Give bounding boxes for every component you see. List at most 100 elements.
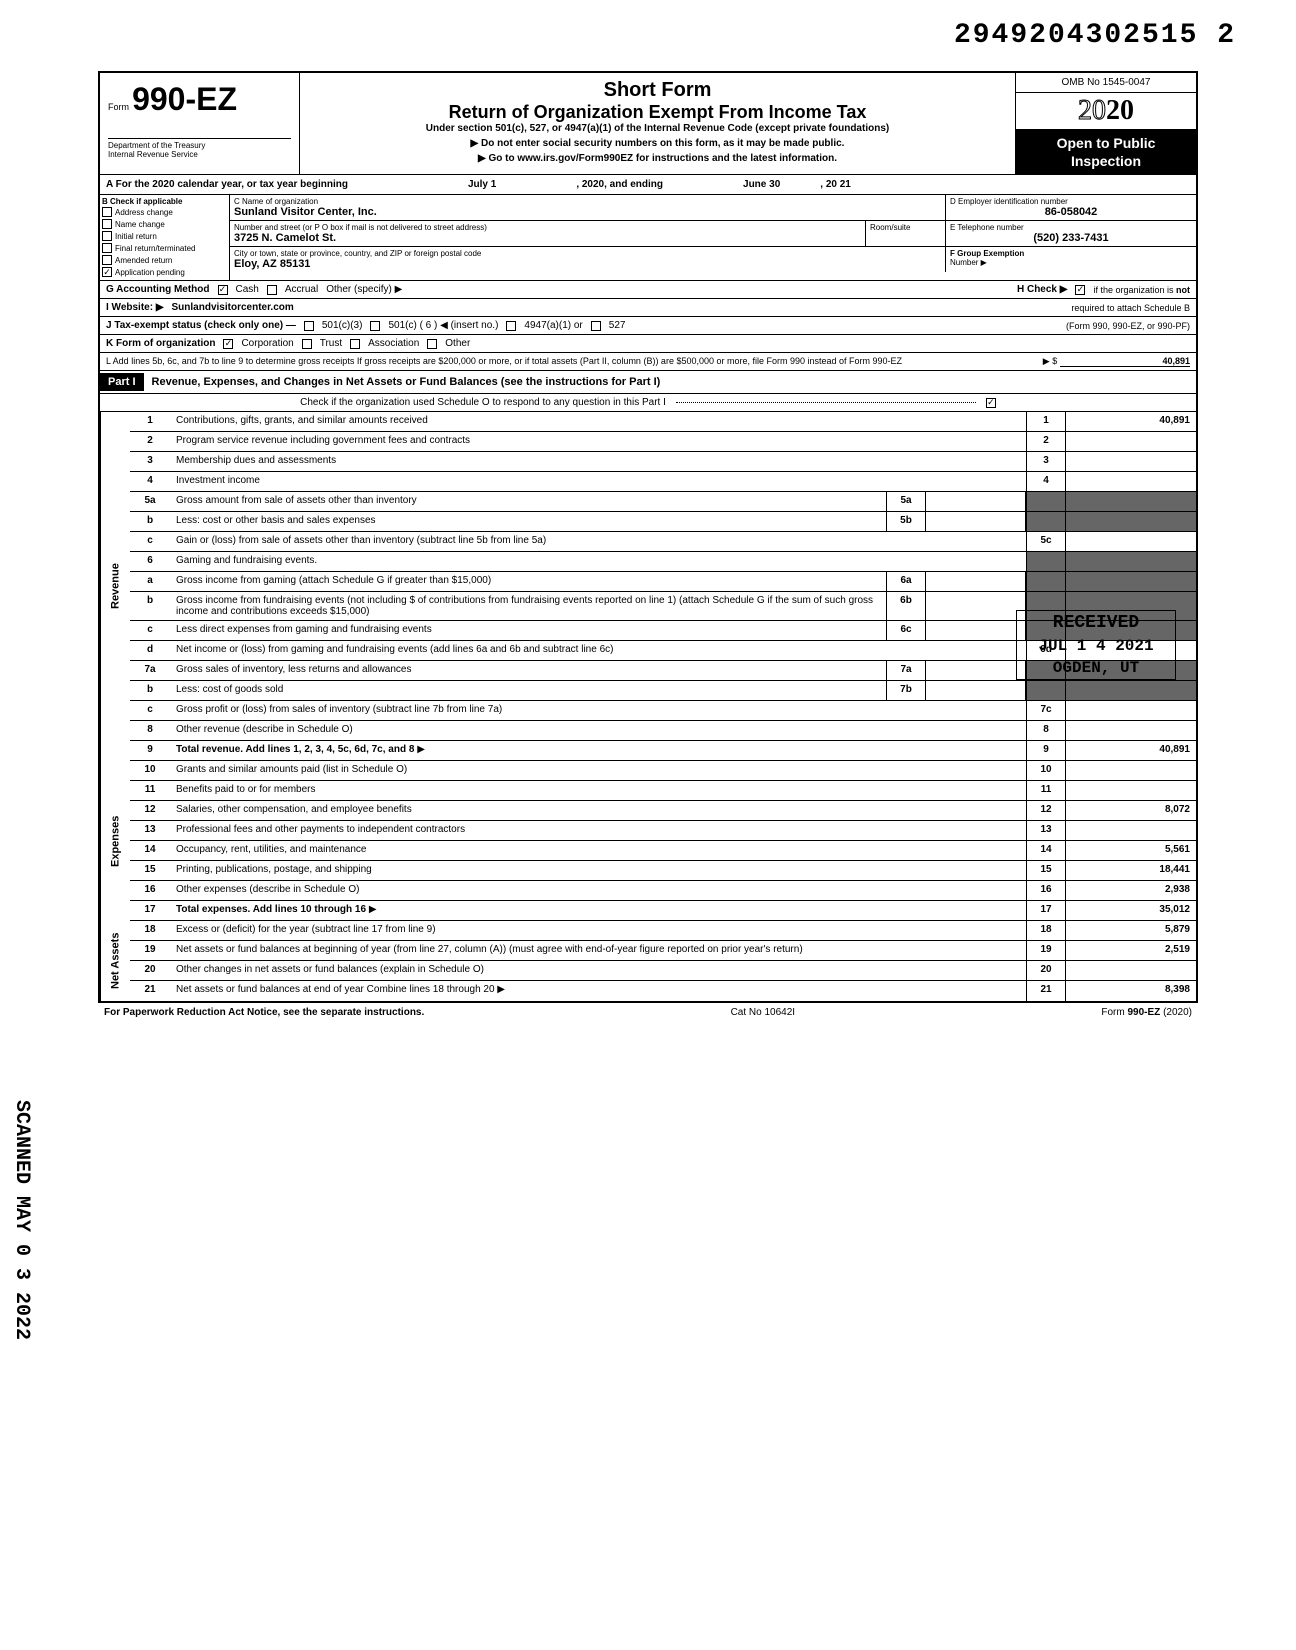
checkbox-icon[interactable] — [102, 207, 112, 217]
checkbox-icon[interactable] — [591, 321, 601, 331]
short-form-label: Short Form — [310, 79, 1005, 102]
line-amount — [1066, 721, 1196, 740]
line-box: 10 — [1026, 761, 1066, 780]
website-value: Sunlandvisitorcenter.com — [172, 302, 294, 313]
instr2: ▶ Go to www.irs.gov/Form990EZ for instru… — [310, 153, 1005, 164]
check-label: Name change — [115, 220, 165, 229]
line-num: b — [130, 512, 170, 531]
period-mid: , 2020, and ending — [576, 179, 663, 190]
line-num: 6 — [130, 552, 170, 571]
line-amount: 40,891 — [1066, 741, 1196, 760]
line-box: 18 — [1026, 921, 1066, 940]
line-amount — [1066, 432, 1196, 451]
line-desc: Other revenue (describe in Schedule O) — [170, 721, 1026, 740]
phone-value: (520) 233-7431 — [950, 232, 1192, 244]
checkbox-icon[interactable]: ✓ — [223, 339, 233, 349]
line-box: 16 — [1026, 881, 1066, 900]
line-desc: Total revenue. Add lines 1, 2, 3, 4, 5c,… — [170, 741, 1026, 760]
line-desc: Net assets or fund balances at beginning… — [170, 941, 1026, 960]
checkbox-icon[interactable] — [102, 219, 112, 229]
section-c-label: C Name of organization — [234, 197, 941, 206]
line-amount: 2,938 — [1066, 881, 1196, 900]
checkbox-icon[interactable] — [102, 231, 112, 241]
checkbox-icon[interactable] — [302, 339, 312, 349]
checkbox-icon[interactable] — [102, 243, 112, 253]
checkbox-icon[interactable] — [350, 339, 360, 349]
period-row: A For the 2020 calendar year, or tax yea… — [100, 175, 1196, 195]
section-e-label: E Telephone number — [950, 223, 1192, 232]
instr1: ▶ Do not enter social security numbers o… — [310, 138, 1005, 149]
line-num: 10 — [130, 761, 170, 780]
city-value: Eloy, AZ 85131 — [234, 258, 941, 270]
checkbox-icon[interactable] — [427, 339, 437, 349]
h-label: H Check ▶ — [1017, 284, 1067, 295]
j-label: J Tax-exempt status (check only one) — — [106, 320, 296, 331]
period-begin: July 1 — [468, 179, 496, 190]
line-desc: Grants and similar amounts paid (list in… — [170, 761, 1026, 780]
line-amount — [1066, 961, 1196, 980]
l-text: L Add lines 5b, 6c, and 7b to line 9 to … — [106, 356, 1040, 367]
received-date: JUL 1 4 2021 — [1017, 635, 1175, 657]
line-num: 3 — [130, 452, 170, 471]
footer: For Paperwork Reduction Act Notice, see … — [98, 1003, 1198, 1022]
info-grid: B Check if applicable Address change Nam… — [100, 195, 1196, 281]
line-amount: 8,398 — [1066, 981, 1196, 1001]
line-amount: 5,879 — [1066, 921, 1196, 940]
open-public-1: Open to Public — [1020, 134, 1192, 152]
org-name: Sunland Visitor Center, Inc. — [234, 206, 941, 218]
checkbox-icon[interactable]: ✓ — [102, 267, 112, 277]
line-amount — [1066, 781, 1196, 800]
checkbox-icon[interactable]: ✓ — [986, 398, 996, 408]
line-box: 19 — [1026, 941, 1066, 960]
form-id-cell: Form 990-EZ Department of the Treasury I… — [100, 73, 300, 174]
line-desc: Program service revenue including govern… — [170, 432, 1026, 451]
line-box: 5c — [1026, 532, 1066, 551]
line-amount: 18,441 — [1066, 861, 1196, 880]
checkbox-icon[interactable]: ✓ — [1075, 285, 1085, 295]
line-num: 8 — [130, 721, 170, 740]
line-amount — [1066, 472, 1196, 491]
l-amount: 40,891 — [1060, 356, 1190, 367]
section-b-header: B Check if applicable — [102, 197, 227, 206]
line-amount: 40,891 — [1066, 412, 1196, 431]
line-num: 7a — [130, 661, 170, 680]
check-label: Amended return — [115, 256, 172, 265]
addr-label: Number and street (or P O box if mail is… — [234, 223, 861, 232]
line-desc: Gain or (loss) from sale of assets other… — [170, 532, 1026, 551]
h-text-cont2: (Form 990, 990-EZ, or 990-PF) — [1066, 321, 1190, 331]
checkbox-icon[interactable] — [304, 321, 314, 331]
sub-box: 5b — [886, 512, 926, 531]
line-desc: Other changes in net assets or fund bala… — [170, 961, 1026, 980]
line-num: 11 — [130, 781, 170, 800]
line-num: 15 — [130, 861, 170, 880]
line-desc: Investment income — [170, 472, 1026, 491]
line-desc: Gross amount from sale of assets other t… — [170, 492, 886, 511]
checkbox-icon[interactable] — [267, 285, 277, 295]
h-text: if the organization is not — [1093, 285, 1190, 295]
checkbox-icon[interactable]: ✓ — [218, 285, 228, 295]
line-amount: 2,519 — [1066, 941, 1196, 960]
checkbox-icon[interactable] — [506, 321, 516, 331]
footer-right: Form 990-EZ (2020) — [1101, 1007, 1192, 1018]
line-num: 19 — [130, 941, 170, 960]
footer-left: For Paperwork Reduction Act Notice, see … — [104, 1007, 424, 1018]
line-desc: Less: cost of goods sold — [170, 681, 886, 700]
line-num: d — [130, 641, 170, 660]
k-label: K Form of organization — [106, 338, 215, 349]
line-desc: Other expenses (describe in Schedule O) — [170, 881, 1026, 900]
check-name: Name change — [102, 218, 227, 230]
check-initial: Initial return — [102, 230, 227, 242]
check-label: Final return/terminated — [115, 244, 195, 253]
section-b: B Check if applicable Address change Nam… — [100, 195, 230, 280]
sub-box: 5a — [886, 492, 926, 511]
checkbox-icon[interactable] — [370, 321, 380, 331]
check-label: Initial return — [115, 232, 157, 241]
line-desc: Excess or (deficit) for the year (subtra… — [170, 921, 1026, 940]
expenses-side-label: Expenses — [100, 761, 130, 921]
checkbox-icon[interactable] — [102, 255, 112, 265]
line-num: 12 — [130, 801, 170, 820]
subtitle: Under section 501(c), 527, or 4947(a)(1)… — [310, 123, 1005, 134]
line-num: c — [130, 621, 170, 640]
line-num: 5a — [130, 492, 170, 511]
part1-header: Part I Revenue, Expenses, and Changes in… — [100, 371, 1196, 394]
